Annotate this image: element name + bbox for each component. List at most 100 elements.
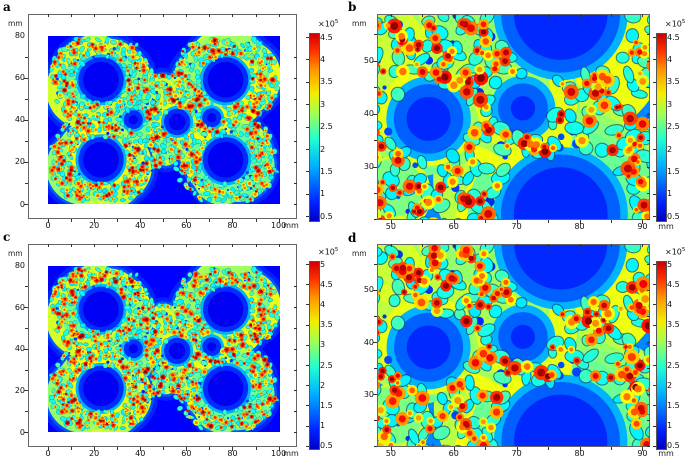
y-tick-mark [25, 411, 28, 413]
colorbar-tick-label: 1.5 [667, 400, 680, 410]
y-tick-mark [294, 327, 297, 329]
x-tick-mark [209, 447, 211, 450]
y-tick-mark [647, 263, 650, 265]
colorbar-tick-mark [653, 284, 656, 286]
y-axis-unit: mm [8, 19, 23, 28]
colorbar-tick-mark [653, 385, 656, 387]
x-tick-mark [94, 447, 96, 451]
colorbar-tick-mark [653, 365, 656, 366]
y-tick-mark [647, 60, 650, 62]
x-tick-mark [611, 244, 612, 247]
y-tick-mark [647, 289, 650, 291]
x-tick-mark [163, 244, 165, 247]
colorbar-tick-mark [306, 149, 309, 150]
colorbar-tick-mark [306, 445, 309, 447]
x-tick-mark [71, 447, 73, 450]
y-tick-mark [647, 219, 650, 221]
y-tick-mark [24, 204, 28, 205]
colorbar-tick-mark [306, 425, 309, 427]
x-tick-label: 60 [181, 221, 192, 230]
y-tick-label: 40 [363, 337, 374, 347]
y-tick-mark [294, 119, 297, 121]
x-tick-mark [278, 447, 280, 451]
x-tick-label: 40 [135, 449, 146, 458]
y-tick-mark [373, 113, 377, 115]
y-tick-label: 50 [363, 285, 374, 295]
x-tick-label: 80 [227, 221, 238, 230]
colorbar-tick-label: 4.5 [667, 32, 680, 42]
x-tick-mark [278, 244, 280, 247]
y-tick-label: 30 [363, 389, 374, 399]
colorbar-tick-label: 5 [320, 259, 326, 269]
colorbar-tick-mark [306, 324, 309, 326]
x-tick-mark [548, 447, 550, 450]
x-tick-mark [579, 447, 581, 451]
colorbar-tick-mark [653, 216, 656, 218]
x-tick-mark [209, 244, 211, 247]
x-tick-mark [140, 447, 142, 451]
y-tick-label: 0 [19, 199, 25, 209]
colorbar-tick-mark [653, 149, 656, 150]
y-tick-mark [24, 432, 28, 433]
x-axis-unit: mm [283, 221, 299, 230]
colorbar-tick-label: 0.5 [667, 441, 680, 451]
x-tick-mark [232, 219, 234, 223]
colorbar [656, 33, 667, 222]
x-tick-mark [186, 447, 188, 451]
y-tick-mark [373, 289, 377, 291]
x-tick-label: 20 [89, 449, 100, 458]
x-tick-mark [642, 220, 644, 224]
x-tick-mark [485, 14, 487, 17]
y-tick-mark [373, 394, 377, 396]
plot-axes-box [377, 244, 650, 447]
colorbar-tick-label: 2 [320, 380, 326, 390]
x-tick-mark [232, 244, 234, 247]
y-tick-label: 30 [363, 162, 374, 171]
x-tick-mark [390, 244, 392, 247]
x-tick-mark [186, 219, 188, 223]
colorbar-tick-mark [306, 304, 309, 306]
x-tick-label: 0 [45, 221, 51, 230]
x-tick-mark [209, 14, 211, 17]
x-tick-mark [611, 447, 612, 450]
y-tick-mark [294, 98, 297, 100]
colorbar-tick-mark [306, 171, 309, 173]
colorbar-tick-label: 2 [320, 144, 326, 154]
y-tick-mark [373, 60, 377, 62]
y-tick-mark [374, 368, 377, 370]
x-tick-mark [611, 220, 612, 223]
x-tick-mark [453, 447, 455, 451]
x-tick-mark [548, 244, 550, 247]
y-tick-label: 40 [14, 344, 25, 354]
x-axis-unit: mm [283, 449, 299, 458]
colorbar [309, 261, 320, 450]
y-tick-mark [25, 98, 28, 100]
colorbar-tick-mark [653, 81, 656, 83]
colorbar-tick-label: 3 [667, 99, 673, 109]
x-tick-mark [390, 220, 392, 224]
y-tick-mark [24, 161, 28, 163]
colorbar-tick-label: 4 [320, 54, 326, 64]
y-tick-mark [25, 140, 28, 142]
colorbar-tick-mark [306, 104, 309, 106]
y-tick-mark [25, 56, 28, 58]
y-tick-label: 20 [14, 385, 25, 395]
x-tick-mark [642, 244, 644, 247]
colorbar-tick-label: 1 [320, 421, 326, 431]
x-tick-label: 50 [385, 449, 396, 458]
heatmap-canvas [377, 14, 650, 220]
x-tick-mark [642, 447, 644, 451]
x-tick-mark [255, 219, 257, 222]
x-tick-mark [390, 447, 392, 451]
x-tick-mark [48, 244, 49, 247]
colorbar-scale-label: ×105 [665, 19, 685, 29]
x-tick-mark [71, 244, 73, 247]
colorbar-tick-label: 4 [320, 299, 326, 309]
x-tick-label: 60 [448, 449, 459, 458]
y-tick-mark [647, 446, 650, 448]
y-tick-mark [294, 182, 297, 184]
x-tick-mark [422, 14, 424, 17]
colorbar-tick-label: 1.5 [320, 400, 333, 410]
